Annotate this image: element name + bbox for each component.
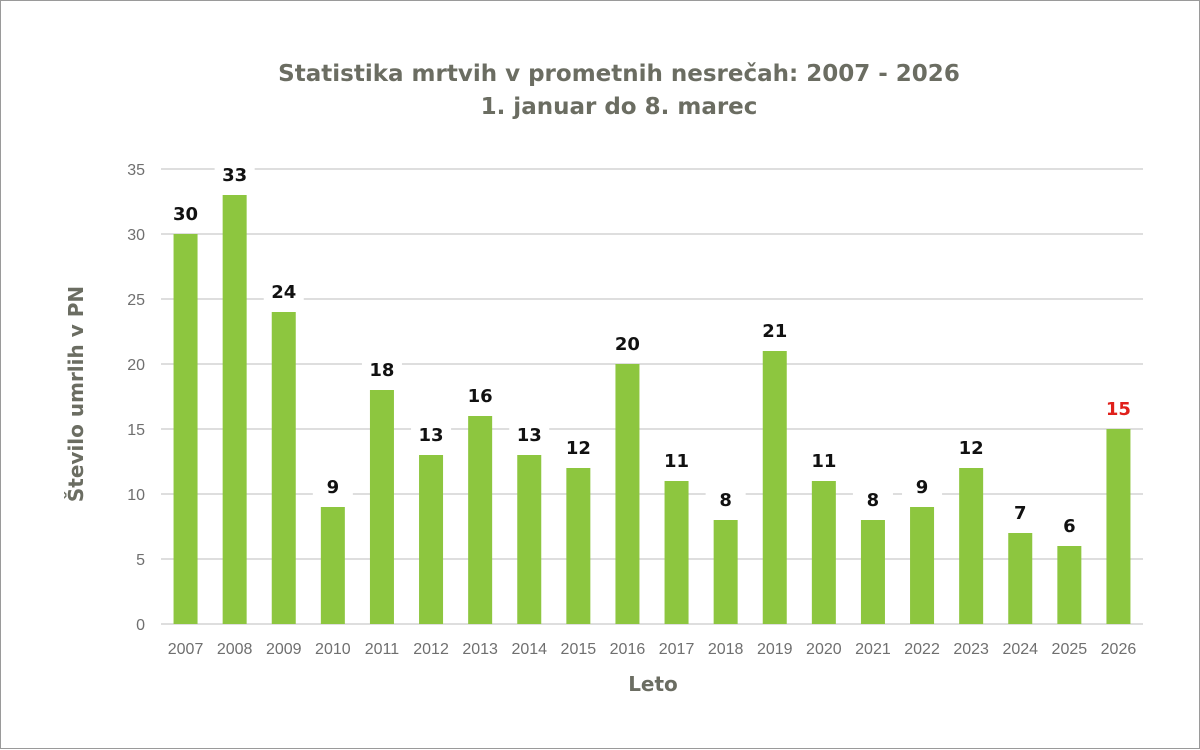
y-tick-label: 5 bbox=[136, 552, 145, 569]
data-label-2020: 11 bbox=[811, 451, 836, 472]
y-tick-label: 0 bbox=[136, 617, 145, 634]
data-label-2009: 24 bbox=[271, 282, 296, 303]
data-label-2024: 7 bbox=[1014, 503, 1027, 524]
bar-2011 bbox=[370, 390, 394, 624]
data-label-2025: 6 bbox=[1063, 516, 1076, 537]
bar-2010 bbox=[321, 507, 345, 624]
bar-2024 bbox=[1008, 533, 1032, 624]
y-tick-label: 30 bbox=[127, 227, 145, 244]
x-tick-label: 2014 bbox=[511, 641, 547, 658]
data-label-2008: 33 bbox=[222, 165, 247, 186]
bar-2009 bbox=[272, 312, 296, 624]
bar-2015 bbox=[566, 468, 590, 624]
x-tick-label: 2010 bbox=[315, 641, 351, 658]
data-label-2013: 16 bbox=[468, 386, 493, 407]
data-label-2019: 21 bbox=[762, 321, 787, 342]
data-label-2017: 11 bbox=[664, 451, 689, 472]
chart-subtitle: 1. januar do 8. marec bbox=[481, 94, 758, 120]
x-tick-label: 2024 bbox=[1002, 641, 1038, 658]
x-tick-label: 2015 bbox=[561, 641, 597, 658]
bar-2017 bbox=[665, 481, 689, 624]
x-tick-label: 2011 bbox=[365, 641, 400, 658]
bar-2021 bbox=[861, 520, 885, 624]
data-label-2023: 12 bbox=[959, 438, 984, 459]
data-label-2021: 8 bbox=[867, 490, 880, 511]
x-axis-title: Leto bbox=[628, 672, 678, 696]
x-tick-label: 2018 bbox=[708, 641, 744, 658]
bar-2008 bbox=[223, 195, 247, 624]
data-label-2016: 20 bbox=[615, 334, 640, 355]
x-tick-label: 2023 bbox=[953, 641, 989, 658]
data-label-2026: 15 bbox=[1106, 399, 1131, 420]
x-tick-label: 2012 bbox=[413, 641, 449, 658]
data-label-2011: 18 bbox=[369, 360, 394, 381]
data-label-2014: 13 bbox=[517, 425, 542, 446]
y-tick-label: 35 bbox=[127, 162, 145, 179]
x-tick-label: 2007 bbox=[168, 641, 204, 658]
x-tick-label: 2019 bbox=[757, 641, 793, 658]
y-axis-ticks: 0 5 10 15 20 25 30 35 bbox=[127, 162, 145, 634]
gridlines bbox=[161, 169, 1143, 624]
chart-frame: Statistika mrtvih v prometnih nesrečah: … bbox=[0, 0, 1200, 749]
bar-2022 bbox=[910, 507, 934, 624]
data-label-2022: 9 bbox=[916, 477, 929, 498]
data-label-2012: 13 bbox=[419, 425, 444, 446]
x-tick-label: 2013 bbox=[462, 641, 498, 658]
bar-2018 bbox=[714, 520, 738, 624]
x-tick-label: 2026 bbox=[1101, 641, 1137, 658]
data-label-2015: 12 bbox=[566, 438, 591, 459]
bar-2007 bbox=[174, 234, 198, 624]
bar-2016 bbox=[615, 364, 639, 624]
bar-2025 bbox=[1057, 546, 1081, 624]
x-tick-label: 2022 bbox=[904, 641, 940, 658]
data-label-2010: 9 bbox=[327, 477, 340, 498]
x-tick-label: 2021 bbox=[855, 641, 891, 658]
x-axis-ticks: 2007 2008 2009 2010 2011 2012 2013 2014 2015 2016… bbox=[168, 641, 1137, 658]
bar-2019 bbox=[763, 351, 787, 624]
bar-2020 bbox=[812, 481, 836, 624]
y-tick-label: 25 bbox=[127, 292, 145, 309]
data-labels: 30 33 24 9 18 13 16 13 12 20 11 8 21 11 8 9 12 7 6 15 bbox=[166, 162, 1139, 539]
x-tick-label: 2025 bbox=[1052, 641, 1088, 658]
bar-2023 bbox=[959, 468, 983, 624]
data-label-2018: 8 bbox=[719, 490, 732, 511]
y-tick-label: 15 bbox=[127, 422, 145, 439]
x-tick-label: 2009 bbox=[266, 641, 302, 658]
y-tick-label: 20 bbox=[127, 357, 145, 374]
bar-2014 bbox=[517, 455, 541, 624]
x-tick-label: 2017 bbox=[659, 641, 695, 658]
x-tick-label: 2020 bbox=[806, 641, 842, 658]
bar-2026 bbox=[1106, 429, 1130, 624]
x-tick-label: 2008 bbox=[217, 641, 253, 658]
bar-2013 bbox=[468, 416, 492, 624]
bar-chart: Statistika mrtvih v prometnih nesrečah: … bbox=[1, 1, 1200, 750]
bar-2012 bbox=[419, 455, 443, 624]
y-axis-title: Število umrlih v PN bbox=[64, 286, 88, 502]
bars bbox=[174, 195, 1131, 624]
y-tick-label: 10 bbox=[127, 487, 145, 504]
data-label-2007: 30 bbox=[173, 204, 198, 225]
x-tick-label: 2016 bbox=[610, 641, 646, 658]
chart-title: Statistika mrtvih v prometnih nesrečah: … bbox=[278, 61, 960, 87]
